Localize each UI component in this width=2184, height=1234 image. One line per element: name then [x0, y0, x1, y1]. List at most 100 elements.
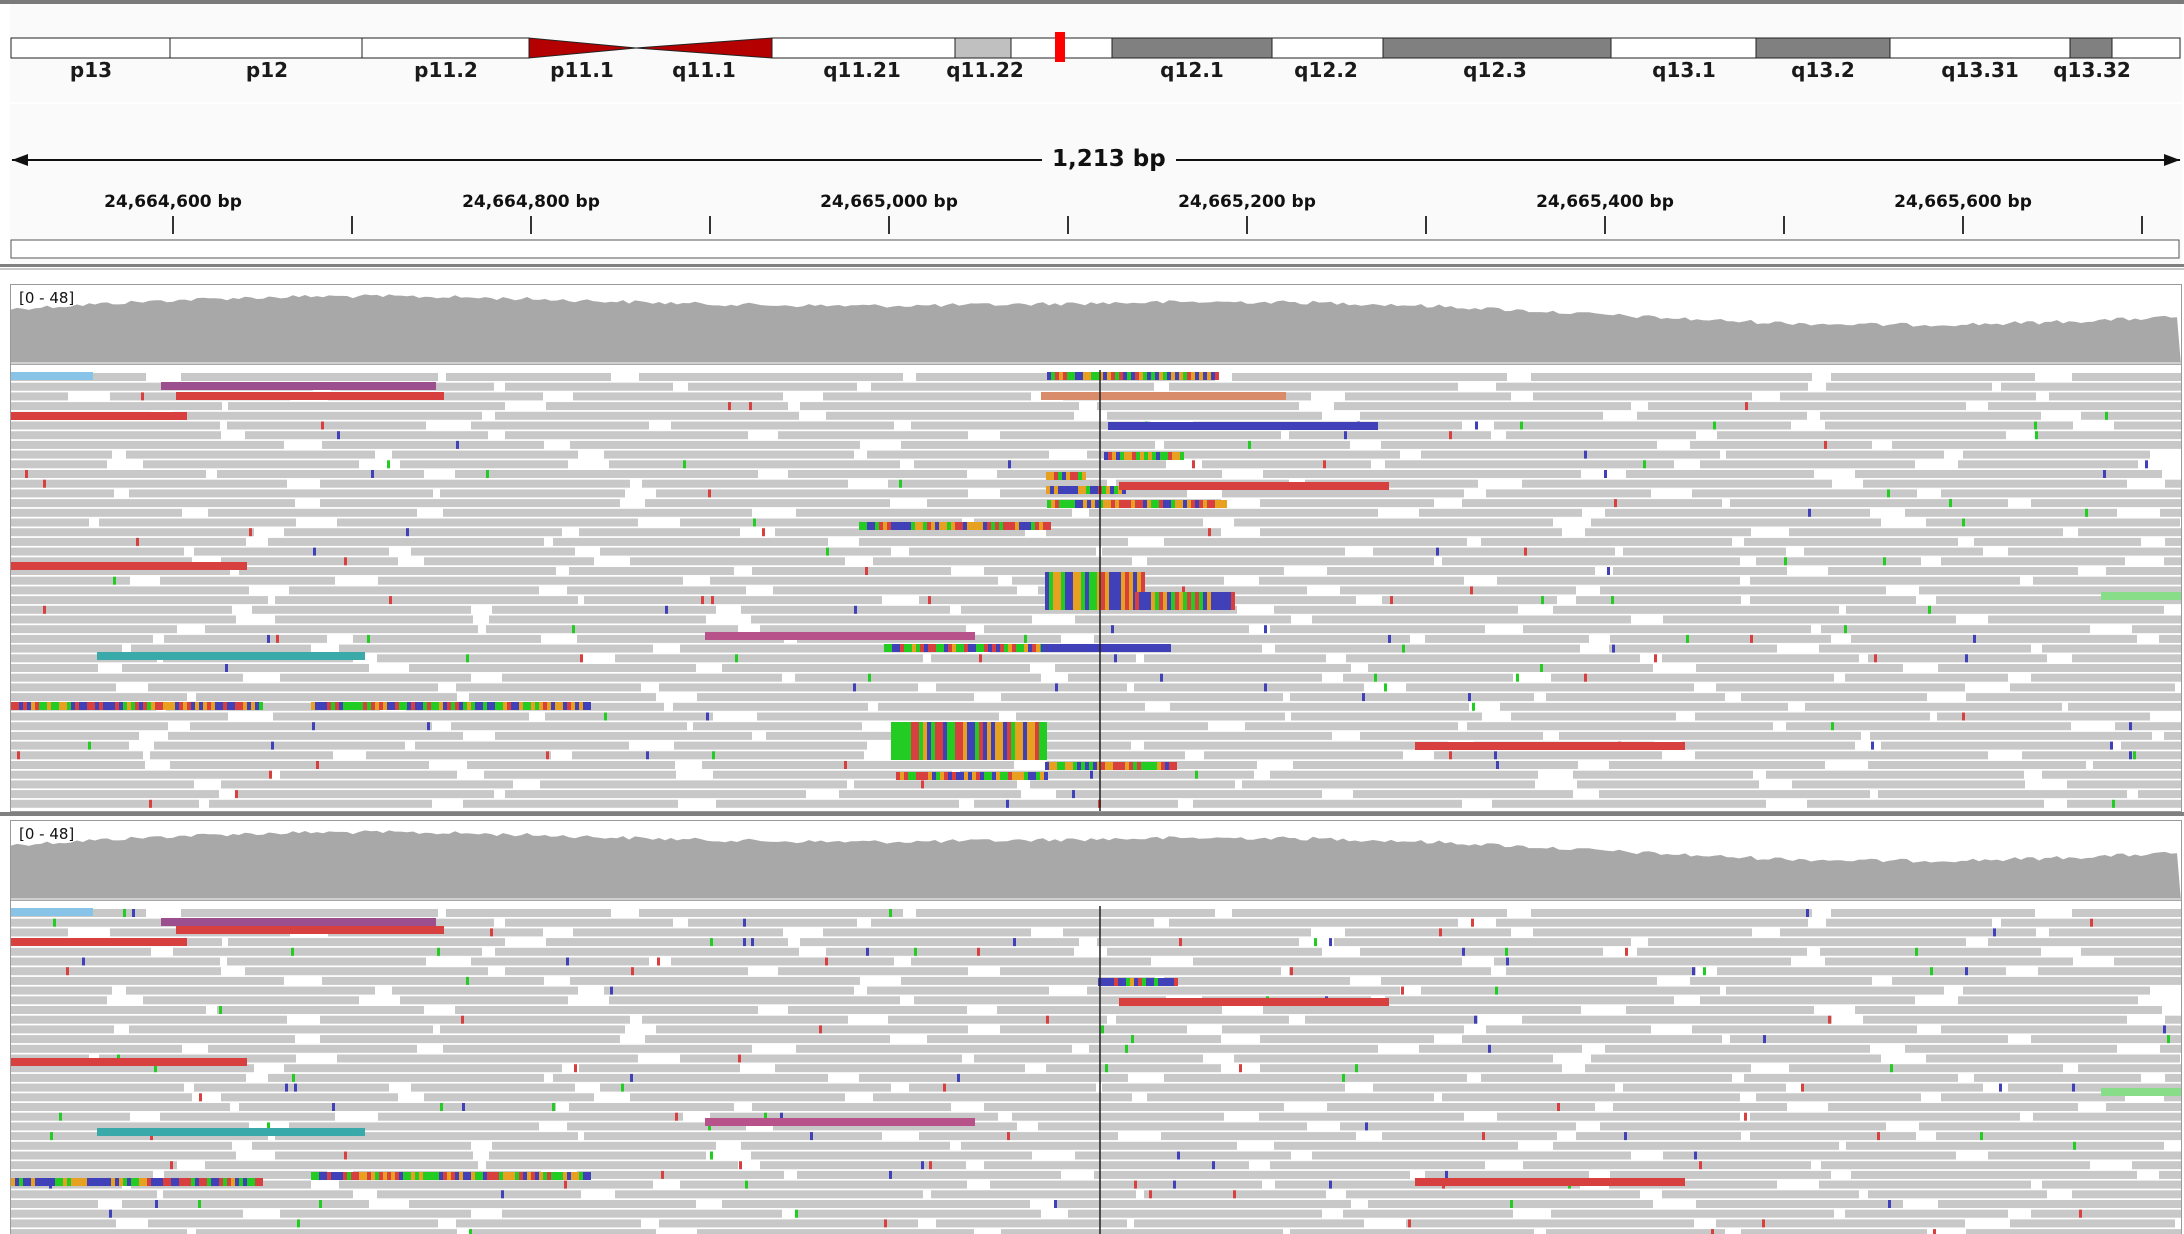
mismatch-cluster — [936, 772, 940, 780]
read — [2164, 731, 2181, 740]
mismatch-cluster — [1111, 500, 1115, 508]
mismatch — [297, 1219, 300, 1228]
mismatch-cluster — [1168, 452, 1172, 460]
ruler[interactable] — [10, 104, 2182, 264]
read — [1919, 586, 2181, 595]
mismatch-cluster — [883, 522, 887, 530]
mismatch-cluster — [1167, 592, 1171, 610]
read — [546, 402, 788, 411]
mismatch-cluster — [551, 702, 555, 710]
read — [1626, 1006, 1814, 1014]
mismatch-cluster — [1118, 978, 1122, 986]
mismatch-cluster — [1046, 472, 1050, 480]
mismatch-cluster — [507, 702, 511, 710]
mismatch-cluster — [1036, 644, 1040, 652]
read — [164, 1170, 327, 1179]
mismatch — [132, 909, 135, 917]
mismatch — [235, 790, 238, 799]
mismatch — [1024, 634, 1027, 643]
mismatch-cluster — [1043, 522, 1047, 530]
mismatch — [604, 712, 607, 721]
mismatch — [1877, 1132, 1880, 1141]
read — [11, 1200, 98, 1208]
chromosome-ideogram[interactable] — [10, 30, 2182, 66]
mismatch-cluster — [939, 522, 943, 530]
ideogram-band — [1610, 37, 1757, 59]
mismatch-cluster — [103, 1178, 107, 1186]
read — [936, 683, 1127, 692]
coverage-area — [11, 294, 2181, 365]
read — [1941, 1093, 2125, 1102]
mismatch-cluster — [255, 1178, 259, 1186]
mismatch-cluster — [1031, 722, 1035, 760]
mismatch-cluster — [443, 702, 447, 710]
read — [984, 1161, 1249, 1170]
mismatch-cluster — [411, 702, 415, 710]
read — [339, 644, 653, 653]
read — [914, 996, 1166, 1005]
read — [1442, 557, 1740, 566]
read — [1274, 605, 1518, 614]
alignment-track[interactable] — [11, 370, 2181, 811]
mismatch-cluster — [1003, 522, 1007, 530]
mismatch — [1362, 693, 1365, 702]
mismatch-cluster — [1032, 772, 1036, 780]
read — [778, 967, 968, 976]
band-label: q12.3 — [1463, 58, 1527, 82]
read — [1056, 790, 1322, 799]
mismatch — [1614, 499, 1617, 508]
read — [1726, 450, 1944, 459]
mismatch — [312, 722, 315, 731]
mismatch-cluster — [79, 702, 83, 710]
read — [1343, 1209, 1513, 1218]
read — [1421, 450, 1720, 459]
mismatch-cluster — [207, 1178, 211, 1186]
read — [11, 450, 112, 459]
mismatch-cluster — [1125, 572, 1129, 610]
mismatch — [1692, 967, 1695, 976]
alignment-track[interactable] — [11, 906, 2181, 1234]
mismatch-cluster — [175, 702, 179, 710]
read — [424, 1093, 594, 1102]
read — [168, 731, 463, 740]
mismatch-cluster — [1043, 722, 1047, 760]
panel-divider[interactable] — [0, 264, 2184, 267]
read — [11, 947, 151, 956]
coverage-track[interactable] — [11, 821, 2181, 901]
read — [1291, 712, 1482, 721]
read — [1988, 402, 2181, 411]
read — [1936, 1132, 2181, 1141]
mismatch-cluster — [1054, 486, 1058, 494]
mismatch-cluster — [1169, 762, 1173, 770]
read — [1966, 693, 2181, 702]
mismatch-cluster — [39, 702, 43, 710]
read — [546, 938, 788, 947]
mismatch-cluster — [956, 644, 960, 652]
mismatch-cluster — [519, 702, 523, 710]
mismatch-cluster — [1171, 592, 1175, 610]
read — [1941, 557, 2125, 566]
mismatch-cluster — [1099, 500, 1103, 508]
mismatch-cluster — [1139, 500, 1143, 508]
read — [2072, 909, 2181, 917]
mismatch — [292, 1073, 295, 1082]
mismatch — [884, 1219, 887, 1228]
read — [1263, 1006, 1581, 1014]
mismatch-cluster — [143, 702, 147, 710]
mismatch-cluster — [1207, 592, 1211, 610]
mismatch-cluster — [1123, 372, 1127, 380]
read — [584, 1132, 882, 1141]
read — [1623, 1083, 1786, 1092]
mismatch-cluster — [1147, 372, 1151, 380]
mismatch — [1149, 1190, 1152, 1199]
coverage-track[interactable] — [11, 285, 2181, 365]
read — [273, 712, 529, 721]
mismatch — [1506, 957, 1509, 966]
read — [823, 392, 1031, 401]
mismatch-cluster — [327, 702, 331, 710]
ideogram-band — [954, 37, 1012, 59]
mismatch-cluster — [863, 522, 867, 530]
mismatch-cluster — [1203, 500, 1207, 508]
panel-divider[interactable] — [0, 812, 2184, 816]
mismatch-cluster — [1070, 472, 1074, 480]
